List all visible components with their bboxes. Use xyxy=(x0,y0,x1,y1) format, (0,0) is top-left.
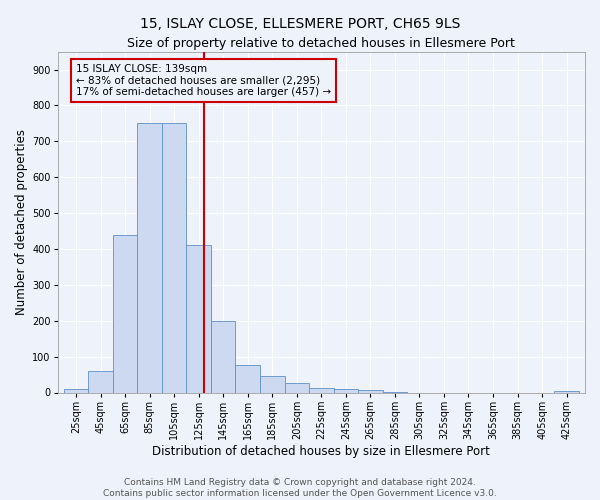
Bar xyxy=(187,246,211,392)
Title: Size of property relative to detached houses in Ellesmere Port: Size of property relative to detached ho… xyxy=(127,38,515,51)
Bar xyxy=(235,364,260,392)
Y-axis label: Number of detached properties: Number of detached properties xyxy=(15,129,28,315)
Bar xyxy=(88,371,113,392)
Bar xyxy=(162,124,187,392)
Bar xyxy=(260,376,284,392)
X-axis label: Distribution of detached houses by size in Ellesmere Port: Distribution of detached houses by size … xyxy=(152,444,490,458)
Text: Contains HM Land Registry data © Crown copyright and database right 2024.
Contai: Contains HM Land Registry data © Crown c… xyxy=(103,478,497,498)
Text: 15 ISLAY CLOSE: 139sqm
← 83% of detached houses are smaller (2,295)
17% of semi-: 15 ISLAY CLOSE: 139sqm ← 83% of detached… xyxy=(76,64,331,97)
Bar xyxy=(334,389,358,392)
Bar xyxy=(309,388,334,392)
Bar xyxy=(113,234,137,392)
Bar xyxy=(137,124,162,392)
Bar xyxy=(554,390,579,392)
Bar xyxy=(211,320,235,392)
Text: 15, ISLAY CLOSE, ELLESMERE PORT, CH65 9LS: 15, ISLAY CLOSE, ELLESMERE PORT, CH65 9L… xyxy=(140,18,460,32)
Bar xyxy=(64,389,88,392)
Bar xyxy=(358,390,383,392)
Bar xyxy=(284,383,309,392)
